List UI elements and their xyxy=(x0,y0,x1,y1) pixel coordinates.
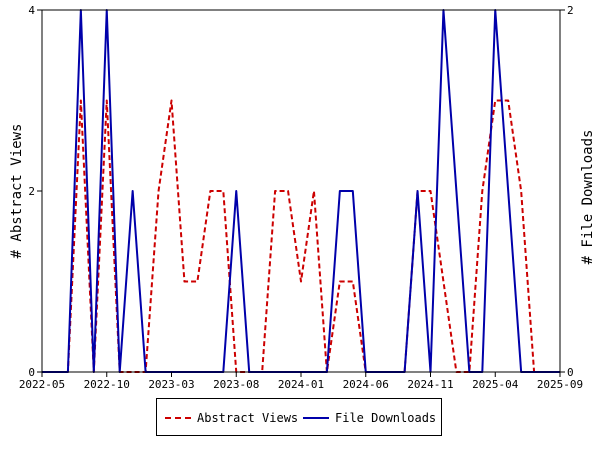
x-tick-label: 2022-10 xyxy=(84,378,130,391)
y-tick-label-left: 4 xyxy=(28,4,35,17)
x-tick-label: 2024-01 xyxy=(278,378,324,391)
y-tick-label-left: 2 xyxy=(28,185,35,198)
x-tick-label: 2025-09 xyxy=(537,378,583,391)
legend-label-abstract-views: Abstract Views xyxy=(197,411,299,425)
legend-swatch-solid-blue xyxy=(303,417,329,419)
x-tick-label: 2024-06 xyxy=(343,378,389,391)
axes: 2022-05 2022-10 2023-03 2023-08 2024-01 2024-… xyxy=(19,4,583,391)
legend-swatch-dashed-red xyxy=(165,417,191,419)
y-tick-label-right: 0 xyxy=(567,366,574,379)
legend-label-file-downloads: File Downloads xyxy=(335,411,437,425)
y-tick-label-left: 0 xyxy=(28,366,35,379)
x-tick-label: 2024-11 xyxy=(407,378,453,391)
x-tick-label: 2023-08 xyxy=(213,378,259,391)
y-tick-label-right: 2 xyxy=(567,4,574,17)
plot-lines xyxy=(42,9,560,373)
legend-item-file-downloads: File Downloads xyxy=(303,410,436,426)
x-tick-label: 2023-03 xyxy=(148,378,194,391)
y-axis-title-right: # File Downloads xyxy=(580,130,596,265)
x-tick-label: 2025-04 xyxy=(472,378,519,391)
y-axis-title-left: # Abstract Views xyxy=(9,124,25,259)
legend: Abstract Views File Downloads xyxy=(156,398,442,436)
legend-item-abstract-views: Abstract Views xyxy=(165,410,298,426)
x-tick-label: 2022-05 xyxy=(19,378,65,391)
